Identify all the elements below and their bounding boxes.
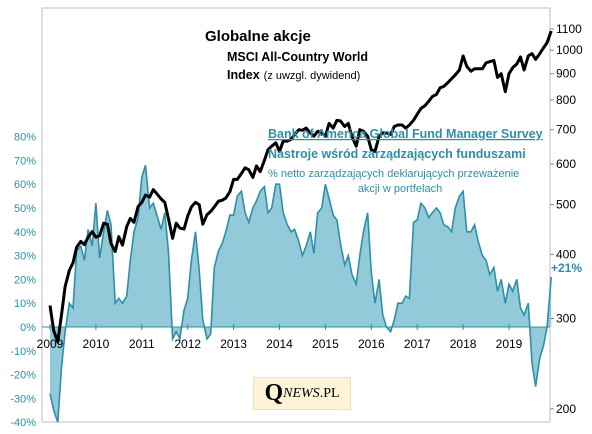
left-tick-label: 10% [14,298,36,310]
left-tick-label: 60% [14,179,36,191]
subtitle-line-3: % netto zarządzających deklarujących prz… [268,168,519,180]
title-index-note: (z uwzgl. dywidend) [264,70,361,82]
right-tick-label: 700 [556,123,576,137]
left-tick-label: -20% [10,370,36,382]
title-line-2: MSCI All-Country World [227,50,368,64]
left-tick-label: 20% [14,274,36,286]
index-series [48,30,553,344]
left-tick-label: -30% [10,393,36,405]
x-axis: 2009 2010 2011 2012 2013 2014 2015 2016 2017 2018… [37,324,523,351]
right-tick-label: 1000 [556,43,583,57]
left-tick-label: -10% [10,346,36,358]
x-tick-label: 2010 [83,337,110,351]
logo-q: Q [264,380,284,406]
left-axis: -40% -30% -20% -10% 0% 10% 20% 30% 40% 50% 60% 70% 8… [10,132,36,430]
right-tick-label: 1100 [556,22,582,36]
title-index: Index [227,68,260,82]
x-tick-label: 2013 [220,337,247,351]
x-tick-label: 2014 [266,337,293,351]
x-tick-label: 2015 [312,337,339,351]
logo-pl: .PL [319,385,340,401]
x-tick-label: 2017 [404,337,431,351]
left-tick-label: 70% [14,155,36,167]
right-tick-label: 800 [556,93,576,107]
title-line-3: Index (z uwzgl. dywidend) [227,68,360,82]
logo-news: NEWS [283,385,320,401]
left-tick-label: 50% [14,203,36,215]
left-tick-label: 30% [14,251,36,263]
left-tick-label: -40% [10,417,36,429]
right-tick-label: 200 [556,402,576,416]
x-tick-label: 2018 [450,337,477,351]
x-tick-label: 2019 [496,337,523,351]
right-tick-label: 400 [556,247,576,261]
subtitle-line-2: Nastroje wśród zarządzających funduszami [268,147,526,161]
x-tick-label: 2009 [37,337,64,351]
right-tick-label: 600 [556,157,576,171]
left-tick-label: 40% [14,227,36,239]
qnews-logo: Q NEWS .PL [253,377,351,410]
subtitle-line-1: Bank of America Global Fund Manager Surv… [268,127,543,141]
x-tick-label: 2016 [358,337,385,351]
last-value-label: +21% [551,261,582,275]
subtitle-line-4: akcji w portfelach [358,183,442,195]
right-tick-label: 900 [556,67,576,81]
survey-area [50,165,552,423]
x-tick-label: 2012 [174,337,201,351]
left-tick-label: 0% [20,322,36,334]
right-axis: 200 300 400 500 600 700 800 900 1000 1100 [550,22,583,416]
plot-border [41,7,551,423]
x-tick-label: 2011 [129,337,155,351]
left-tick-label: 80% [14,132,36,144]
survey-series [49,164,552,423]
right-tick-label: 300 [556,312,576,326]
survey-line [49,164,552,423]
right-tick-label: 500 [556,198,576,212]
title-line-1: Globalne akcje [205,28,311,45]
index-line [48,30,553,344]
